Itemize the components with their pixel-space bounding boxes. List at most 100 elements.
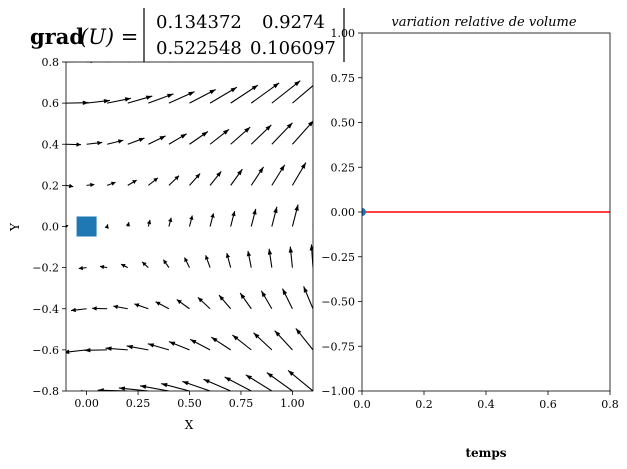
volume-chart: variation relative de volume 0.0 0.2 0.4 0.… <box>321 15 618 460</box>
left-y-tick-label: −0.2 <box>32 262 59 275</box>
vector-arrow <box>78 265 87 271</box>
vector-arrow <box>189 338 211 351</box>
title-argument: (U) = <box>80 25 138 49</box>
left-x-tick-label: 0.25 <box>126 397 151 410</box>
vector-arrow <box>66 224 69 229</box>
left-y-ticks: −0.8 −0.6 −0.4 −0.2 0.0 0.2 0.4 0.6 0.8 <box>32 56 66 398</box>
matrix-cell-01: 0.9274 <box>262 12 325 33</box>
vector-arrow <box>288 246 294 268</box>
left-y-tick-label: 0.2 <box>42 179 60 192</box>
vector-arrow <box>225 253 232 268</box>
right-y-tick-label: 0.50 <box>331 117 356 130</box>
vector-arrow <box>260 290 273 310</box>
vector-arrow <box>125 221 131 227</box>
arrow-field <box>66 62 313 391</box>
vector-arrow <box>176 299 190 310</box>
vector-arrow <box>253 332 273 351</box>
vector-arrow <box>303 286 313 309</box>
vector-arrow <box>104 224 109 229</box>
vector-arrow <box>182 380 211 391</box>
vector-arrow <box>81 390 87 391</box>
left-x-ticks: 0.00 0.25 0.50 0.75 1.00 <box>74 391 305 410</box>
vector-arrow <box>66 183 74 189</box>
vector-arrow <box>230 126 251 145</box>
vector-arrow <box>224 376 252 391</box>
left-y-tick-label: −0.6 <box>32 344 59 357</box>
vector-arrow <box>106 181 116 186</box>
vector-arrow <box>66 349 87 355</box>
title-prefix: grad <box>30 24 84 49</box>
vector-arrow <box>189 131 209 145</box>
vector-arrow <box>184 257 190 268</box>
right-y-ticks: −1.00 −0.75 −0.50 −0.25 0.00 0.25 0.50 0.75 1.00 <box>321 27 362 398</box>
vector-arrow <box>274 330 293 351</box>
left-x-tick-label: 0.00 <box>74 397 99 410</box>
square-marker <box>76 216 97 237</box>
vector-arrow <box>107 139 124 145</box>
left-y-tick-label: 0.6 <box>42 97 60 110</box>
left-x-tick-label: 1.00 <box>280 397 305 410</box>
vector-arrow <box>203 378 231 391</box>
series-layer <box>362 208 610 216</box>
vector-arrow <box>141 261 149 269</box>
right-y-tick-label: 0.25 <box>331 161 356 174</box>
left-y-tick-label: 0.4 <box>42 138 60 151</box>
vector-arrow <box>292 84 313 104</box>
vector-arrow <box>210 336 231 351</box>
vector-arrow <box>70 307 87 313</box>
vector-arrow <box>250 166 265 186</box>
matrix-cell-11: 0.106097 <box>250 38 336 59</box>
vector-arrow <box>197 296 211 310</box>
vector-arrow <box>120 263 129 269</box>
vector-arrow <box>312 184 313 186</box>
gradient-title: grad (U) = 0.134372 0.9274 0.522548 0.10… <box>30 8 345 62</box>
vector-arrow <box>84 348 108 353</box>
matrix-cell-10: 0.522548 <box>156 38 242 59</box>
vector-arrow <box>139 384 170 391</box>
vector-arrow <box>271 206 278 227</box>
vector-arrow <box>209 170 222 186</box>
vector-arrow <box>230 84 259 104</box>
vector-arrow <box>271 122 293 145</box>
right-y-tick-label: 0.00 <box>331 206 356 219</box>
right-title: variation relative de volume <box>391 15 576 30</box>
right-y-tick-label: 0.75 <box>331 72 356 85</box>
vector-arrow <box>168 341 190 351</box>
vector-arrow <box>281 288 293 309</box>
vector-arrow <box>126 344 149 351</box>
quiver-chart: grad (U) = 0.134372 0.9274 0.522548 0.10… <box>8 8 345 432</box>
vector-arrow <box>118 386 149 391</box>
left-x-tick-label: 0.50 <box>177 397 202 410</box>
right-y-tick-label: 1.00 <box>331 27 356 40</box>
vector-arrow <box>168 133 188 145</box>
vector-arrow <box>107 62 111 63</box>
vector-arrow <box>204 255 211 268</box>
vector-arrow <box>209 86 238 104</box>
vector-arrow <box>312 224 313 227</box>
vector-arrow <box>250 82 280 104</box>
vector-arrow <box>146 219 152 227</box>
vector-arrow <box>66 62 94 64</box>
left-y-tick-label: 0.8 <box>42 56 60 69</box>
vector-arrow <box>245 374 273 391</box>
right-x-tick-label: 0.8 <box>601 398 619 411</box>
vector-arrow <box>86 98 111 104</box>
vector-arrow <box>246 250 252 268</box>
vector-arrow <box>188 215 194 227</box>
vector-arrow <box>230 211 236 227</box>
vector-arrow <box>148 93 174 104</box>
current-point <box>362 208 366 216</box>
vector-arrow <box>127 95 153 104</box>
vector-arrow <box>287 369 313 391</box>
vector-arrow <box>147 343 170 351</box>
marker-layer <box>76 216 97 237</box>
vector-arrow <box>250 208 257 227</box>
right-x-label: temps <box>465 446 506 460</box>
vector-arrow <box>291 204 299 227</box>
vector-arrow <box>189 173 201 186</box>
vector-arrow <box>86 62 92 63</box>
left-x-tick-label: 0.75 <box>229 397 254 410</box>
right-y-tick-label: −0.75 <box>321 340 355 353</box>
right-x-tick-label: 0.2 <box>415 398 433 411</box>
